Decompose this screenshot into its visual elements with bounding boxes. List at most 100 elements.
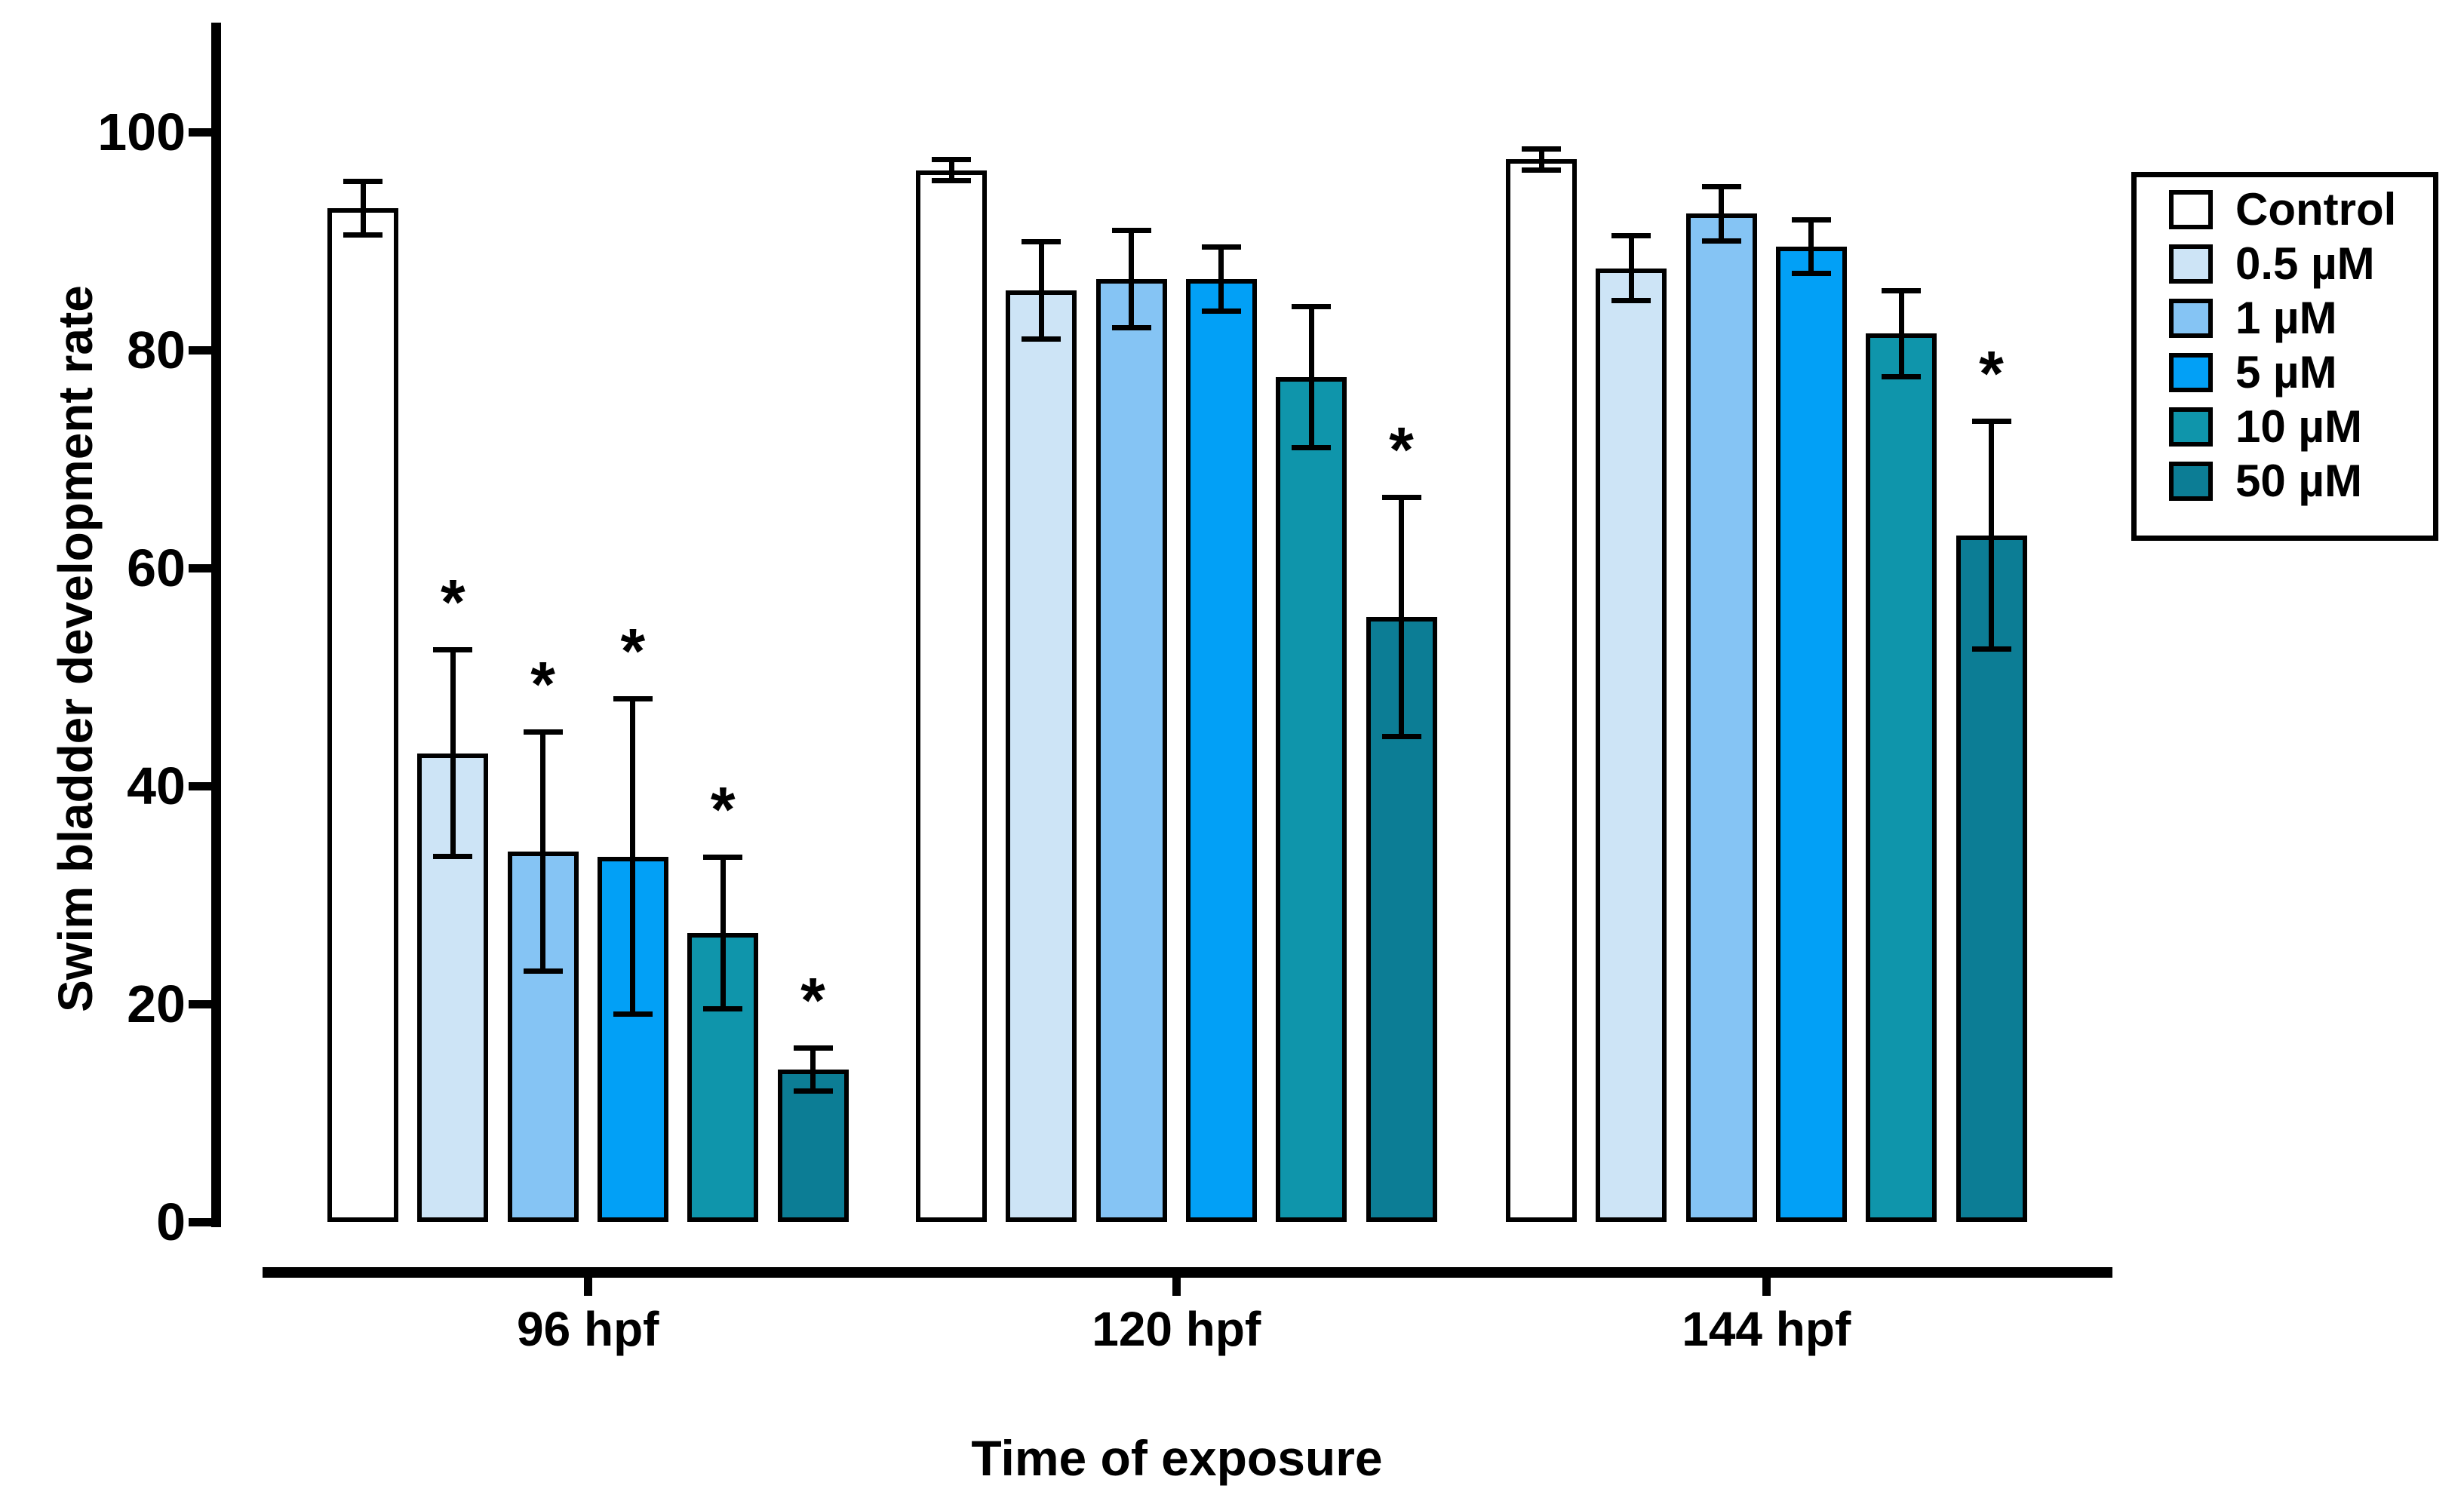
error-bar-stem — [810, 1047, 816, 1091]
error-bar-cap-top — [343, 179, 383, 185]
significance-asterisk: * — [440, 566, 465, 638]
error-bar-cap-top — [1111, 228, 1151, 234]
y-tick-mark — [189, 128, 211, 137]
x-group-label: 96 hpf — [517, 1302, 659, 1356]
x-group-label: 120 hpf — [1092, 1302, 1261, 1356]
legend-swatch-Control — [2169, 190, 2213, 229]
legend-label: 1 µM — [2235, 293, 2337, 343]
error-bar-cap-bottom — [932, 178, 971, 184]
y-tick-label: 60 — [127, 539, 186, 597]
error-bar-stem — [720, 856, 726, 1010]
error-bar-stem — [1038, 241, 1044, 339]
significance-asterisk: * — [800, 964, 825, 1036]
y-tick-mark — [189, 1000, 211, 1008]
error-bar-cap-top — [433, 647, 473, 653]
significance-asterisk: * — [1389, 414, 1414, 486]
x-group-label: 144 hpf — [1682, 1302, 1851, 1356]
error-bar-stem — [1129, 230, 1135, 329]
y-tick-label: 0 — [156, 1192, 186, 1251]
bar-Control-120-hpf — [916, 170, 987, 1222]
y-axis-line — [211, 23, 221, 1227]
y-tick-label: 20 — [127, 975, 186, 1033]
error-bar-cap-top — [1201, 244, 1241, 250]
error-bar-cap-top — [1022, 238, 1061, 244]
bar-5-M-120-hpf — [1185, 279, 1257, 1222]
error-bar-stem — [1218, 246, 1224, 312]
legend-swatch-50-M — [2169, 462, 2213, 501]
y-tick-mark — [189, 782, 211, 790]
error-bar-cap-top — [1701, 184, 1741, 190]
error-bar-stem — [1628, 235, 1634, 301]
error-bar-cap-bottom — [1611, 297, 1651, 303]
error-bar-cap-bottom — [1701, 238, 1741, 244]
error-bar-cap-top — [1522, 146, 1561, 152]
x-tick-mark — [584, 1278, 593, 1296]
legend-label: 5 µM — [2235, 347, 2337, 397]
error-bar-stem — [540, 731, 546, 971]
bar-5-M-96-hpf — [597, 856, 668, 1222]
error-bar-stem — [1538, 148, 1544, 170]
error-bar-stem — [360, 181, 366, 236]
error-bar-cap-bottom — [1971, 646, 2011, 652]
error-bar-cap-bottom — [1791, 270, 1831, 276]
error-bar-stem — [1719, 186, 1725, 241]
error-bar-cap-bottom — [703, 1006, 743, 1012]
bar-10-M-144-hpf — [1866, 333, 1937, 1222]
bar-Control-96-hpf — [327, 208, 398, 1222]
x-axis-line — [263, 1267, 2112, 1278]
x-tick-mark — [1762, 1278, 1771, 1296]
error-bar-cap-bottom — [1381, 733, 1421, 739]
error-bar-cap-top — [1791, 216, 1831, 223]
y-tick-label: 100 — [97, 103, 186, 161]
bar-Control-144-hpf — [1506, 159, 1577, 1222]
bar-10-M-120-hpf — [1276, 377, 1347, 1222]
error-bar-cap-bottom — [1522, 167, 1561, 173]
legend-swatch-0.5-M — [2169, 244, 2213, 284]
error-bar-stem — [1308, 306, 1314, 449]
error-bar-cap-bottom — [1201, 308, 1241, 315]
error-bar-cap-bottom — [343, 232, 383, 238]
bar-0.5-M-120-hpf — [1006, 290, 1077, 1222]
error-bar-cap-top — [703, 854, 743, 860]
error-bar-stem — [1898, 290, 1904, 378]
x-tick-mark — [1172, 1278, 1181, 1296]
error-bar-cap-top — [932, 157, 971, 163]
error-bar-cap-bottom — [793, 1088, 833, 1094]
legend-label: 10 µM — [2235, 401, 2362, 452]
error-bar-cap-bottom — [1111, 325, 1151, 331]
y-tick-label: 40 — [127, 757, 186, 815]
bar-50-M-96-hpf — [777, 1069, 849, 1222]
y-tick-mark — [189, 564, 211, 572]
bar-1-M-120-hpf — [1095, 279, 1167, 1222]
bar-5-M-144-hpf — [1775, 246, 1847, 1222]
significance-asterisk: * — [530, 648, 555, 720]
error-bar-cap-top — [523, 729, 563, 735]
error-bar-stem — [630, 698, 636, 1015]
error-bar-stem — [1989, 420, 1994, 650]
error-bar-cap-top — [1611, 233, 1651, 239]
error-bar-cap-top — [1292, 304, 1332, 310]
error-bar-cap-bottom — [523, 968, 563, 974]
error-bar-stem — [1399, 497, 1404, 737]
y-tick-mark — [189, 1218, 211, 1226]
significance-asterisk: * — [1979, 337, 2004, 409]
error-bar-cap-bottom — [1292, 445, 1332, 451]
error-bar-cap-top — [1882, 287, 1922, 293]
y-tick-label: 80 — [127, 321, 186, 379]
bar-10-M-96-hpf — [687, 933, 759, 1222]
error-bar-cap-bottom — [1882, 374, 1922, 380]
legend-label: Control — [2235, 184, 2397, 235]
error-bar-cap-top — [613, 696, 653, 702]
y-tick-mark — [189, 346, 211, 355]
legend-label: 50 µM — [2235, 456, 2362, 506]
legend-label: 0.5 µM — [2235, 238, 2375, 289]
significance-asterisk: * — [620, 615, 646, 687]
error-bar-stem — [1808, 219, 1814, 274]
error-bar-cap-top — [793, 1045, 833, 1051]
error-bar-cap-bottom — [613, 1011, 653, 1018]
legend-swatch-5-M — [2169, 353, 2213, 392]
bar-1-M-144-hpf — [1685, 213, 1757, 1222]
error-bar-cap-top — [1381, 495, 1421, 501]
x-axis-title: Time of exposure — [971, 1430, 1383, 1486]
